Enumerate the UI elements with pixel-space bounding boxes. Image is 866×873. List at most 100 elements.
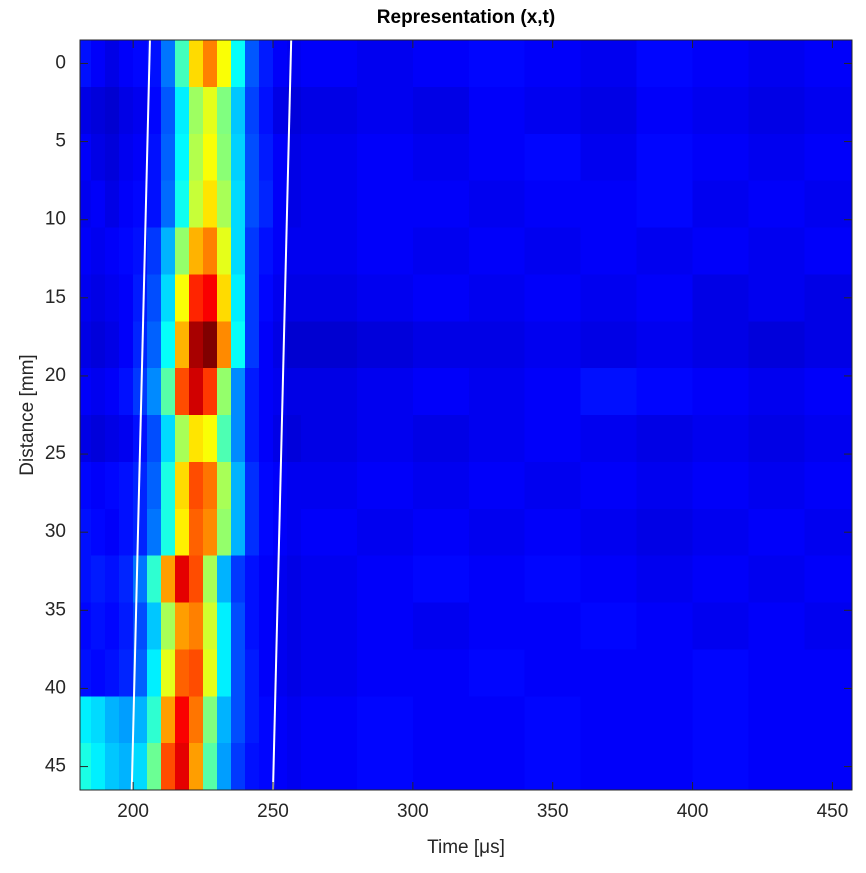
heatmap-cell — [119, 321, 134, 369]
heatmap-cell — [273, 555, 288, 603]
y-tick-label: 45 — [45, 756, 66, 777]
heatmap-cell — [217, 415, 232, 463]
heatmap-cell — [91, 40, 106, 88]
heatmap-cell — [286, 415, 302, 463]
heatmap-cell — [356, 555, 414, 603]
heatmap-cell — [804, 696, 852, 744]
heatmap-cell — [203, 133, 218, 182]
heatmap-cell — [133, 368, 148, 416]
heatmap-cell — [300, 555, 358, 603]
chart-title: Representation (x,t) — [377, 7, 555, 28]
heatmap-cell — [468, 649, 526, 697]
heatmap-cell — [91, 461, 106, 510]
heatmap-cell — [91, 602, 106, 650]
heatmap-cell — [147, 743, 162, 790]
heatmap-cell — [300, 415, 358, 463]
heatmap-cell — [286, 555, 302, 603]
heatmap-cell — [175, 461, 190, 510]
heatmap-cell — [91, 86, 106, 135]
heatmap-cell — [356, 227, 414, 275]
heatmap-cell — [692, 555, 750, 603]
heatmap-cell — [133, 40, 148, 88]
heatmap-cell — [259, 180, 274, 228]
heatmap-cell — [217, 555, 232, 603]
heatmap-cell — [524, 649, 582, 697]
heatmap-cell — [356, 40, 414, 88]
heatmap-cell — [412, 274, 470, 322]
heatmap-cell — [300, 743, 358, 790]
overlay-line — [130, 40, 151, 790]
heatmap-cell — [231, 133, 246, 182]
heatmap-cell — [231, 508, 246, 557]
x-tick-label: 400 — [677, 801, 709, 822]
heatmap-cell — [91, 274, 106, 322]
heatmap-cell — [231, 649, 246, 697]
heatmap-cell — [203, 508, 218, 557]
heatmap-cell — [524, 368, 582, 416]
heatmap-cell — [217, 133, 232, 182]
heatmap-cell — [259, 368, 274, 416]
heatmap-cell — [524, 555, 582, 603]
heatmap-cell — [147, 508, 162, 557]
heatmap-cell — [636, 274, 694, 322]
heatmap-cell — [189, 555, 204, 603]
y-tick-label: 40 — [45, 677, 66, 698]
heatmap-cell — [189, 649, 204, 697]
heatmap-cell — [356, 508, 414, 557]
heatmap-cell — [412, 227, 470, 275]
heatmap-cell — [692, 508, 750, 557]
heatmap-cell — [147, 321, 162, 369]
heatmap-cell — [105, 696, 120, 744]
heatmap-cell — [189, 508, 204, 557]
heatmap-cell — [259, 321, 274, 369]
heatmap-cell — [286, 461, 302, 510]
heatmap-cell — [356, 602, 414, 650]
heatmap-cell — [119, 180, 134, 228]
heatmap-cell — [217, 461, 232, 510]
heatmap-cell — [105, 743, 120, 790]
heatmap-cell — [147, 40, 162, 88]
heatmap-cell — [692, 321, 750, 369]
heatmap-cell — [300, 40, 358, 88]
heatmap-cell — [189, 743, 204, 790]
heatmap-cell — [468, 133, 526, 182]
heatmap-cell — [91, 696, 106, 744]
heatmap-cell — [161, 649, 176, 697]
heatmap-cell — [161, 133, 176, 182]
heatmap-cell — [468, 368, 526, 416]
heatmap-cell — [356, 86, 414, 135]
heatmap-cell — [259, 743, 274, 790]
y-tick-label: 20 — [45, 365, 66, 386]
heatmap-cell — [580, 274, 638, 322]
heatmap-cell — [804, 227, 852, 275]
heatmap-cell — [161, 415, 176, 463]
heatmap-cell — [580, 649, 638, 697]
axes-box — [79, 39, 853, 791]
heatmap-cell — [119, 508, 134, 557]
heatmap-cell — [468, 696, 526, 744]
heatmap-cell — [300, 508, 358, 557]
heatmap-cell — [748, 274, 805, 322]
heatmap-cell — [636, 415, 694, 463]
heatmap-cell — [286, 368, 302, 416]
heatmap-cell — [692, 649, 750, 697]
heatmap-cell — [468, 555, 526, 603]
heatmap-cell — [105, 461, 120, 510]
heatmap-cell — [231, 321, 246, 369]
heatmap-cell — [692, 86, 750, 135]
heatmap-cell — [804, 555, 852, 603]
heatmap-cell — [692, 180, 750, 228]
heatmap-cell — [119, 743, 134, 790]
heatmap-cell — [412, 602, 470, 650]
heatmap-cell — [580, 227, 638, 275]
heatmap-cell — [105, 321, 120, 369]
heatmap-cell — [692, 227, 750, 275]
heatmap-cell — [468, 227, 526, 275]
heatmap-cell — [161, 743, 176, 790]
heatmap-cell — [748, 368, 805, 416]
heatmap-cell — [259, 649, 274, 697]
heatmap-cell — [203, 649, 218, 697]
heatmap-cell — [636, 649, 694, 697]
heatmap-cell — [147, 180, 162, 228]
heatmap-cell — [203, 274, 218, 322]
